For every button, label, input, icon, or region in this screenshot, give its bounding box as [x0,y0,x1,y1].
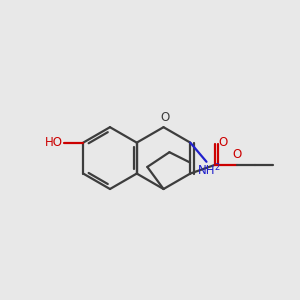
Text: HO: HO [45,136,63,149]
Text: O: O [219,136,228,149]
Text: O: O [160,111,169,124]
Text: 2: 2 [215,163,220,172]
Text: NH: NH [198,164,215,177]
Text: O: O [232,148,242,160]
